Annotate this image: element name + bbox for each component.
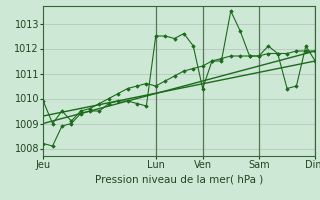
X-axis label: Pression niveau de la mer( hPa ): Pression niveau de la mer( hPa )	[95, 174, 263, 184]
